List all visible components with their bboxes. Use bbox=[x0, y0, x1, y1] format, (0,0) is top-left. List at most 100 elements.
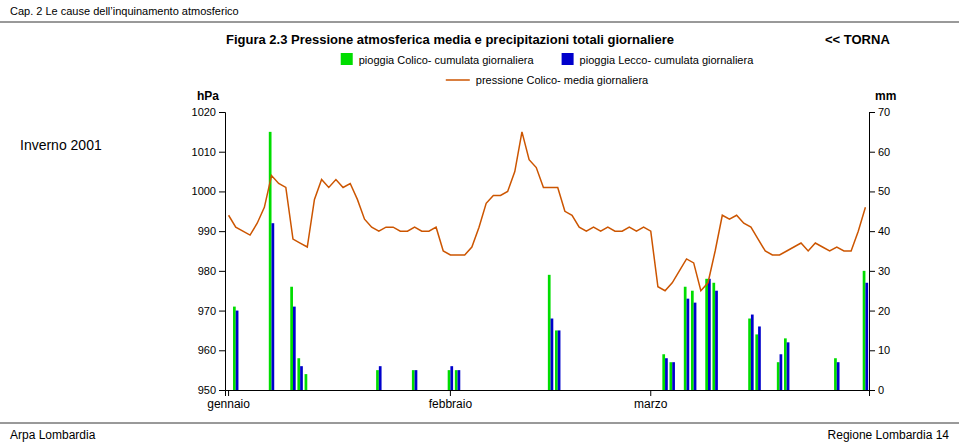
tick-mark bbox=[869, 271, 875, 272]
bar bbox=[805, 390, 808, 391]
bar bbox=[498, 390, 501, 391]
bar bbox=[734, 390, 737, 391]
bar bbox=[784, 338, 787, 390]
bar bbox=[369, 390, 372, 391]
tick-label: 960 bbox=[198, 344, 216, 356]
bar bbox=[362, 390, 365, 391]
tick-label: 50 bbox=[878, 185, 890, 197]
bar bbox=[436, 390, 439, 391]
bar bbox=[372, 390, 375, 391]
bar bbox=[250, 390, 253, 391]
tick: 60 bbox=[869, 146, 890, 158]
legend-label: pioggia Lecco- cumulata giornaliera bbox=[580, 54, 755, 66]
tick: 1020 bbox=[192, 106, 225, 118]
bar bbox=[677, 390, 680, 391]
bar bbox=[415, 370, 418, 390]
axis-line bbox=[226, 391, 870, 397]
bar bbox=[605, 390, 608, 391]
bar bbox=[548, 275, 551, 390]
bar bbox=[493, 390, 496, 391]
bar bbox=[722, 390, 725, 391]
bar bbox=[448, 370, 451, 390]
bar bbox=[443, 390, 446, 391]
tick: 20 bbox=[869, 305, 890, 317]
bar bbox=[615, 390, 618, 391]
tick-mark bbox=[219, 112, 225, 113]
tick: 50 bbox=[869, 185, 890, 197]
bar bbox=[565, 390, 568, 391]
footer-rule bbox=[0, 423, 959, 424]
bar bbox=[715, 291, 718, 390]
tick-label: 970 bbox=[198, 305, 216, 317]
bar bbox=[629, 390, 632, 391]
tick: 40 bbox=[869, 225, 890, 237]
tick-label: 40 bbox=[878, 225, 890, 237]
bar bbox=[808, 390, 811, 391]
bar bbox=[405, 390, 408, 391]
bar bbox=[679, 390, 682, 391]
bar bbox=[393, 390, 396, 391]
bar bbox=[469, 390, 472, 391]
bar bbox=[462, 390, 465, 391]
bar bbox=[476, 390, 479, 391]
bar bbox=[433, 390, 436, 391]
bar bbox=[390, 390, 393, 391]
subtitle: Inverno 2001 bbox=[20, 137, 102, 153]
bar bbox=[314, 390, 317, 391]
bar bbox=[383, 390, 386, 391]
legend-swatch bbox=[446, 79, 470, 81]
bar bbox=[508, 390, 511, 391]
legend-swatch bbox=[562, 53, 574, 65]
bar bbox=[386, 390, 389, 391]
bar bbox=[336, 390, 339, 391]
bar bbox=[648, 390, 651, 391]
tick: 10 bbox=[869, 344, 890, 356]
bar bbox=[558, 330, 561, 390]
bar bbox=[522, 390, 525, 391]
bar bbox=[512, 390, 515, 391]
legend-item: pressione Colico- media giornaliera bbox=[446, 74, 649, 86]
bar bbox=[612, 390, 615, 391]
bar bbox=[283, 390, 286, 391]
bar bbox=[827, 390, 830, 391]
bar bbox=[536, 390, 539, 391]
bar bbox=[450, 366, 453, 390]
bar bbox=[455, 370, 458, 390]
tick-label: 950 bbox=[198, 384, 216, 396]
bar bbox=[276, 390, 279, 391]
tick: 0 bbox=[869, 384, 884, 396]
bar bbox=[551, 319, 554, 390]
bar bbox=[591, 390, 594, 391]
tick-label: 0 bbox=[878, 384, 884, 396]
bar bbox=[262, 390, 265, 391]
tick-label: 60 bbox=[878, 146, 890, 158]
bar bbox=[758, 326, 761, 390]
bar bbox=[584, 390, 587, 391]
bar bbox=[798, 390, 801, 391]
bar bbox=[579, 390, 582, 391]
bar bbox=[290, 287, 293, 390]
bar bbox=[658, 390, 661, 391]
bar bbox=[515, 390, 518, 391]
bar bbox=[257, 390, 260, 391]
bar bbox=[297, 358, 300, 390]
tick-mark bbox=[219, 311, 225, 312]
bar bbox=[705, 279, 708, 390]
bar bbox=[748, 319, 751, 390]
legend-label: pioggia Colico- cumulata giornaliera bbox=[359, 54, 535, 66]
bar bbox=[848, 390, 851, 391]
bar bbox=[636, 390, 639, 391]
bar bbox=[572, 390, 575, 391]
bar bbox=[519, 390, 522, 391]
bar bbox=[357, 390, 360, 391]
bar bbox=[601, 390, 604, 391]
bar bbox=[505, 390, 508, 391]
bar bbox=[365, 390, 368, 391]
y2-axis: 010203040506070 bbox=[869, 106, 890, 396]
bar bbox=[398, 390, 401, 391]
bar bbox=[400, 390, 403, 391]
tick: 70 bbox=[869, 106, 890, 118]
bar bbox=[787, 342, 790, 390]
tick: 990 bbox=[198, 225, 225, 237]
bar bbox=[348, 390, 351, 391]
